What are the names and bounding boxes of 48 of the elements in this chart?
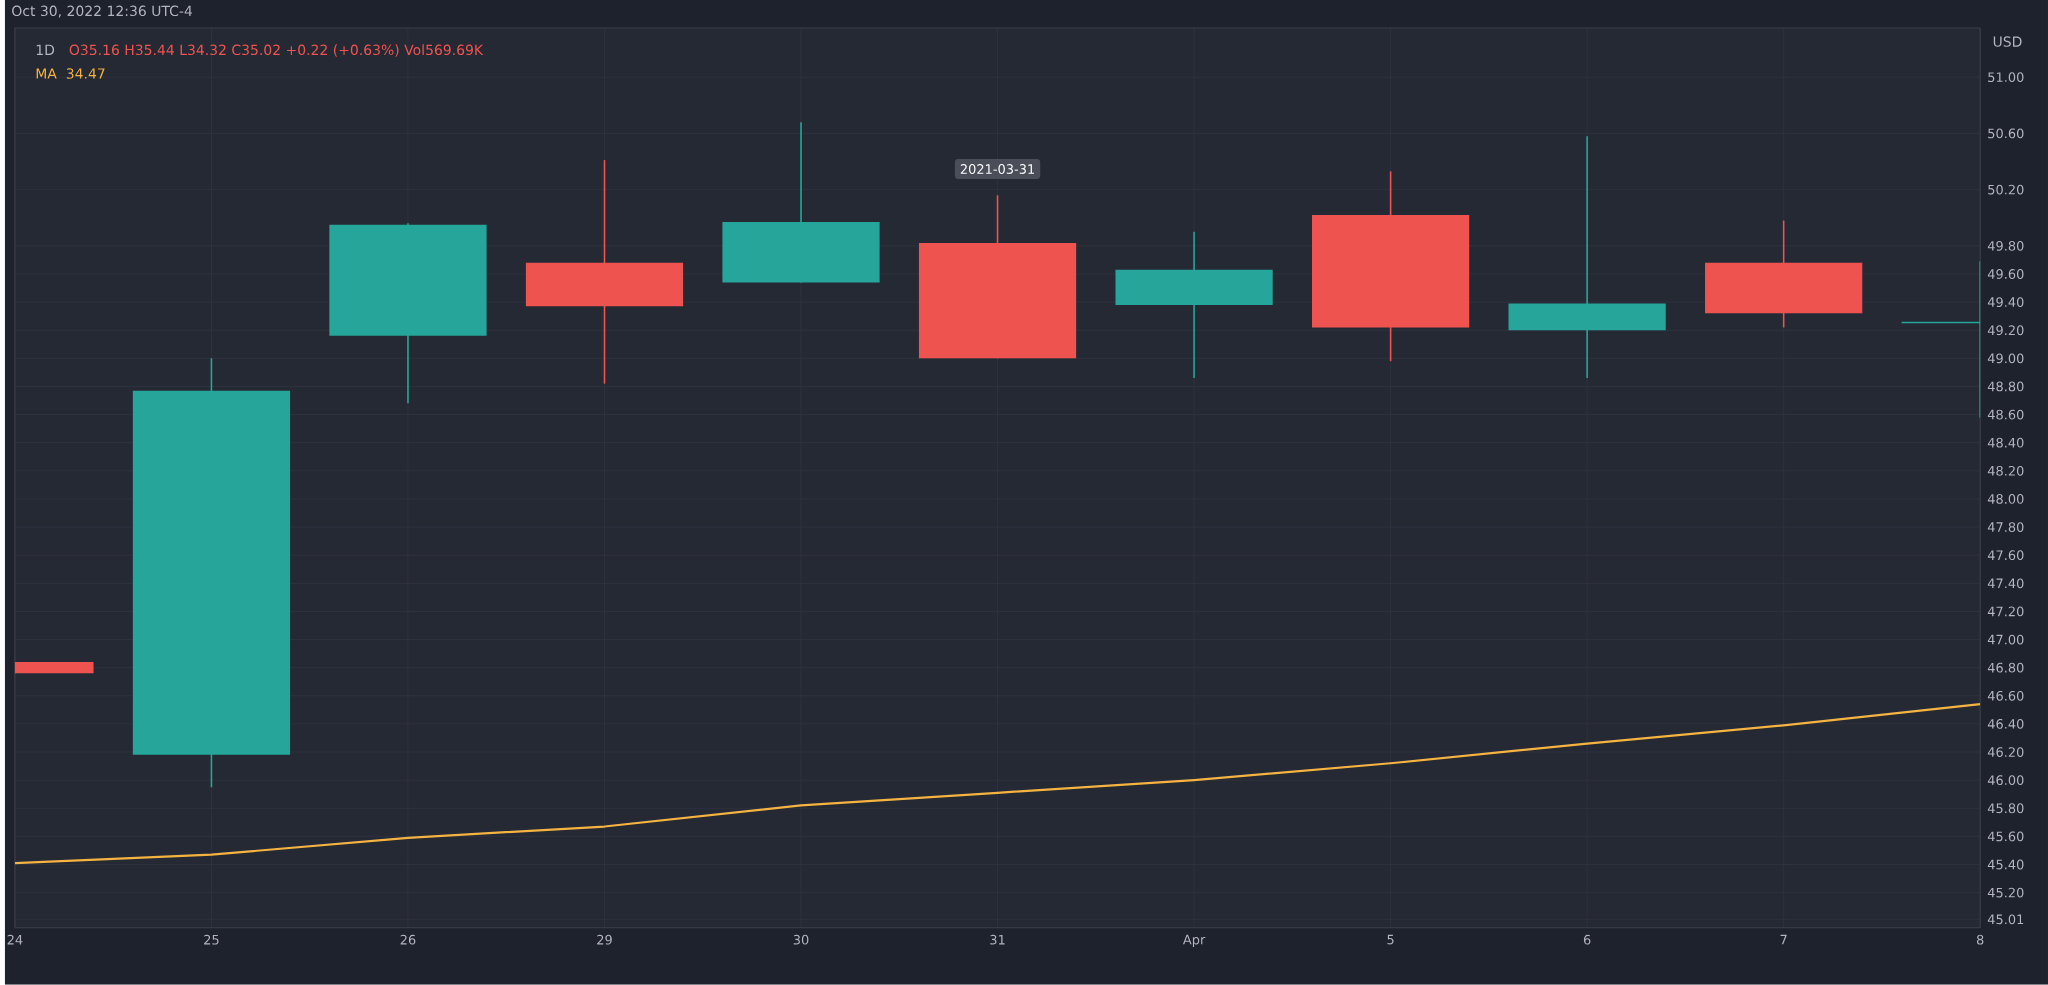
y-tick-label: 45.01 (1987, 914, 2024, 925)
y-tick-label: 50.20 (1988, 184, 2024, 195)
y-tick-label: 49.40 (1987, 297, 2024, 308)
annotation: 34.47 (66, 68, 105, 79)
y-tick-label: 45.80 (1987, 803, 2024, 814)
x-tick-label: 29 (597, 935, 612, 945)
x-tick-label: 8 (1976, 935, 1984, 945)
x-tick-label: Apr (1182, 935, 1206, 948)
y-tick-label: 46.80 (1987, 662, 2024, 673)
annotation: 2021-03-31 (960, 164, 1035, 175)
y-tick-label: 45.40 (1987, 859, 2024, 870)
y-tick-label: 47.40 (1987, 578, 2024, 589)
y-tick-label: 48.20 (1987, 466, 2024, 476)
x-tick-label: 25 (204, 935, 219, 945)
candlestick (1508, 135, 1666, 380)
text: 1D (36, 44, 55, 56)
y-tick-label: 51.00 (1988, 72, 2024, 83)
x-tick-label: 30 (793, 935, 809, 945)
y-tick-label: 48.60 (1987, 409, 2024, 420)
text: MA (36, 68, 57, 79)
y-tick-label: 45.60 (1987, 831, 2024, 842)
y-tick-label: 48.00 (1987, 494, 2024, 505)
y-tick-label: 45.20 (1987, 887, 2024, 898)
y-tick-label: 46.40 (1987, 719, 2024, 729)
y-tick-label: 48.80 (1987, 381, 2024, 392)
line-series (14, 703, 1981, 865)
y-tick-label: 47.00 (1987, 634, 2024, 645)
y-tick-label: 49.00 (1987, 353, 2024, 364)
y-tick-label: 49.20 (1987, 325, 2024, 336)
x-tick-label: 24 (7, 935, 23, 945)
y-tick-label: 47.80 (1987, 522, 2024, 533)
y-tick-label: 47.20 (1987, 606, 2024, 617)
annotation: O35.16 H35.44 L34.32 C35.02 +0.22 (+0.63%) Vol569.69K (69, 44, 484, 57)
y-tick-label: 49.80 (1987, 241, 2024, 251)
y-tick-label: 50.60 (1988, 128, 2024, 139)
x-tick-label: 26 (400, 935, 416, 945)
text: Oct 30, 2022 12:36 UTC-4 (12, 5, 193, 18)
y-tick-label: 46.20 (1987, 747, 2024, 758)
y-tick-label: 46.00 (1987, 775, 2024, 786)
x-tick-label: 31 (990, 935, 1005, 945)
y-tick-label: 46.60 (1987, 691, 2024, 701)
y-tick-label: 48.40 (1987, 438, 2024, 448)
x-tick-label: 7 (1780, 935, 1787, 945)
x-tick-label: 5 (1387, 935, 1394, 945)
y-axis-title: USD (1993, 36, 2022, 48)
y-tick-label: 47.60 (1987, 550, 2024, 561)
y-tick-label: 49.60 (1987, 269, 2024, 280)
x-tick-label: 6 (1583, 935, 1591, 945)
